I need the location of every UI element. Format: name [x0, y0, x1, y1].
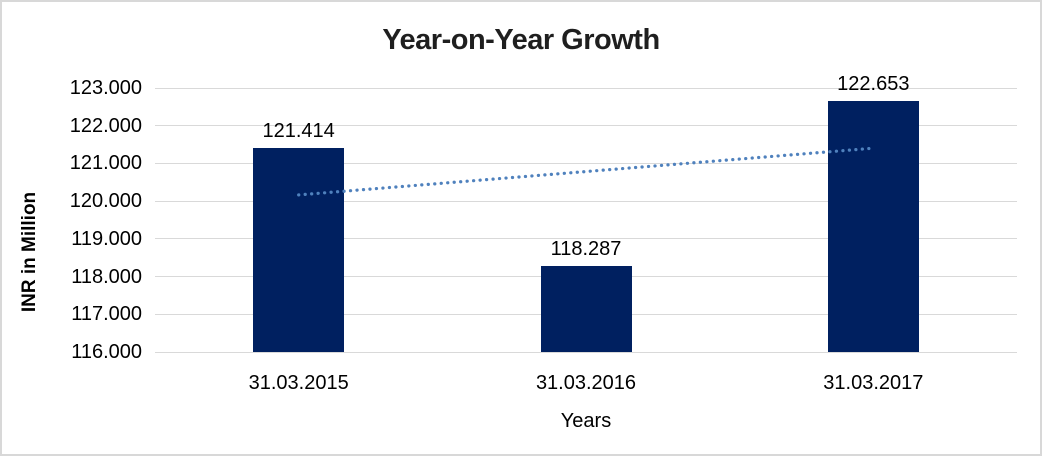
- y-tick-label: 122.000: [69, 114, 142, 137]
- y-tick-label: 116.000: [71, 341, 142, 363]
- y-tick-label: 121.000: [69, 152, 142, 175]
- x-tick-label: 31.03.2016: [535, 372, 637, 394]
- plot-area: 121.414 118.287 122.653: [155, 73, 1017, 353]
- bar-31.03.2017: [827, 101, 919, 352]
- chart-title: Year-on-Year Growth: [382, 24, 660, 56]
- bar-31.03.2016: [540, 265, 632, 352]
- x-tick-label: 31.03.2015: [248, 372, 349, 394]
- gridline: [155, 87, 1017, 89]
- gridline: [155, 125, 1017, 127]
- y-tick-label: 118.000: [71, 265, 142, 288]
- y-tick-label: 119.000: [71, 227, 142, 250]
- gridline: [155, 238, 1017, 240]
- bar-value-label: 121.414: [262, 119, 335, 142]
- y-tick-label: 120.000: [69, 190, 142, 213]
- bar-value-label: 122.653: [837, 73, 910, 96]
- gridline: [155, 351, 1017, 353]
- x-tick-label: 31.03.2017: [823, 372, 924, 394]
- bar-31.03.2015: [253, 147, 345, 352]
- gridline: [155, 162, 1017, 164]
- x-axis-title: Years: [560, 410, 612, 432]
- bar-value-label: 118.287: [550, 237, 622, 260]
- y-tick-label: 123.000: [69, 77, 142, 99]
- trendline: [297, 146, 875, 197]
- gridline: [155, 200, 1017, 202]
- y-tick-label: 117.000: [71, 303, 142, 326]
